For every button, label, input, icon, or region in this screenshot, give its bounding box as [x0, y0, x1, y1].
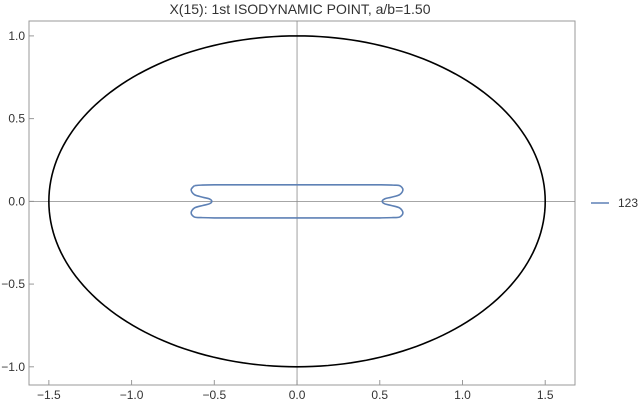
x-tick-label: 1.5: [537, 388, 554, 402]
locus-curve-123: [190, 183, 404, 219]
x-tick-label: 1.0: [454, 388, 471, 402]
y-tick-label: 0.5: [8, 112, 25, 126]
x-tick-label: 0.0: [289, 388, 306, 402]
x-tick-label: 0.5: [371, 388, 388, 402]
x-tick-label: −1.5: [37, 388, 61, 402]
y-tick-label: −0.5: [1, 277, 25, 291]
y-tick-label: −1.0: [1, 360, 25, 374]
legend-label: 123: [618, 196, 638, 210]
y-tick-label: 1.0: [8, 29, 25, 43]
plot-frame: [28, 20, 576, 386]
y-axis-ticks: −1.0 −0.5 0.0 0.5 1.0: [1, 29, 34, 374]
chart-title: X(15): 1st ISODYNAMIC POINT, a/b=1.50: [169, 1, 431, 17]
x-tick-label: −0.5: [202, 388, 226, 402]
x-tick-label: −1.0: [120, 388, 144, 402]
y-tick-label: 0.0: [8, 194, 25, 208]
ellipse-curve: [48, 35, 547, 368]
x-axis-ticks: −1.5 −1.0 −0.5 0.0 0.5 1.0 1.5: [37, 380, 554, 402]
